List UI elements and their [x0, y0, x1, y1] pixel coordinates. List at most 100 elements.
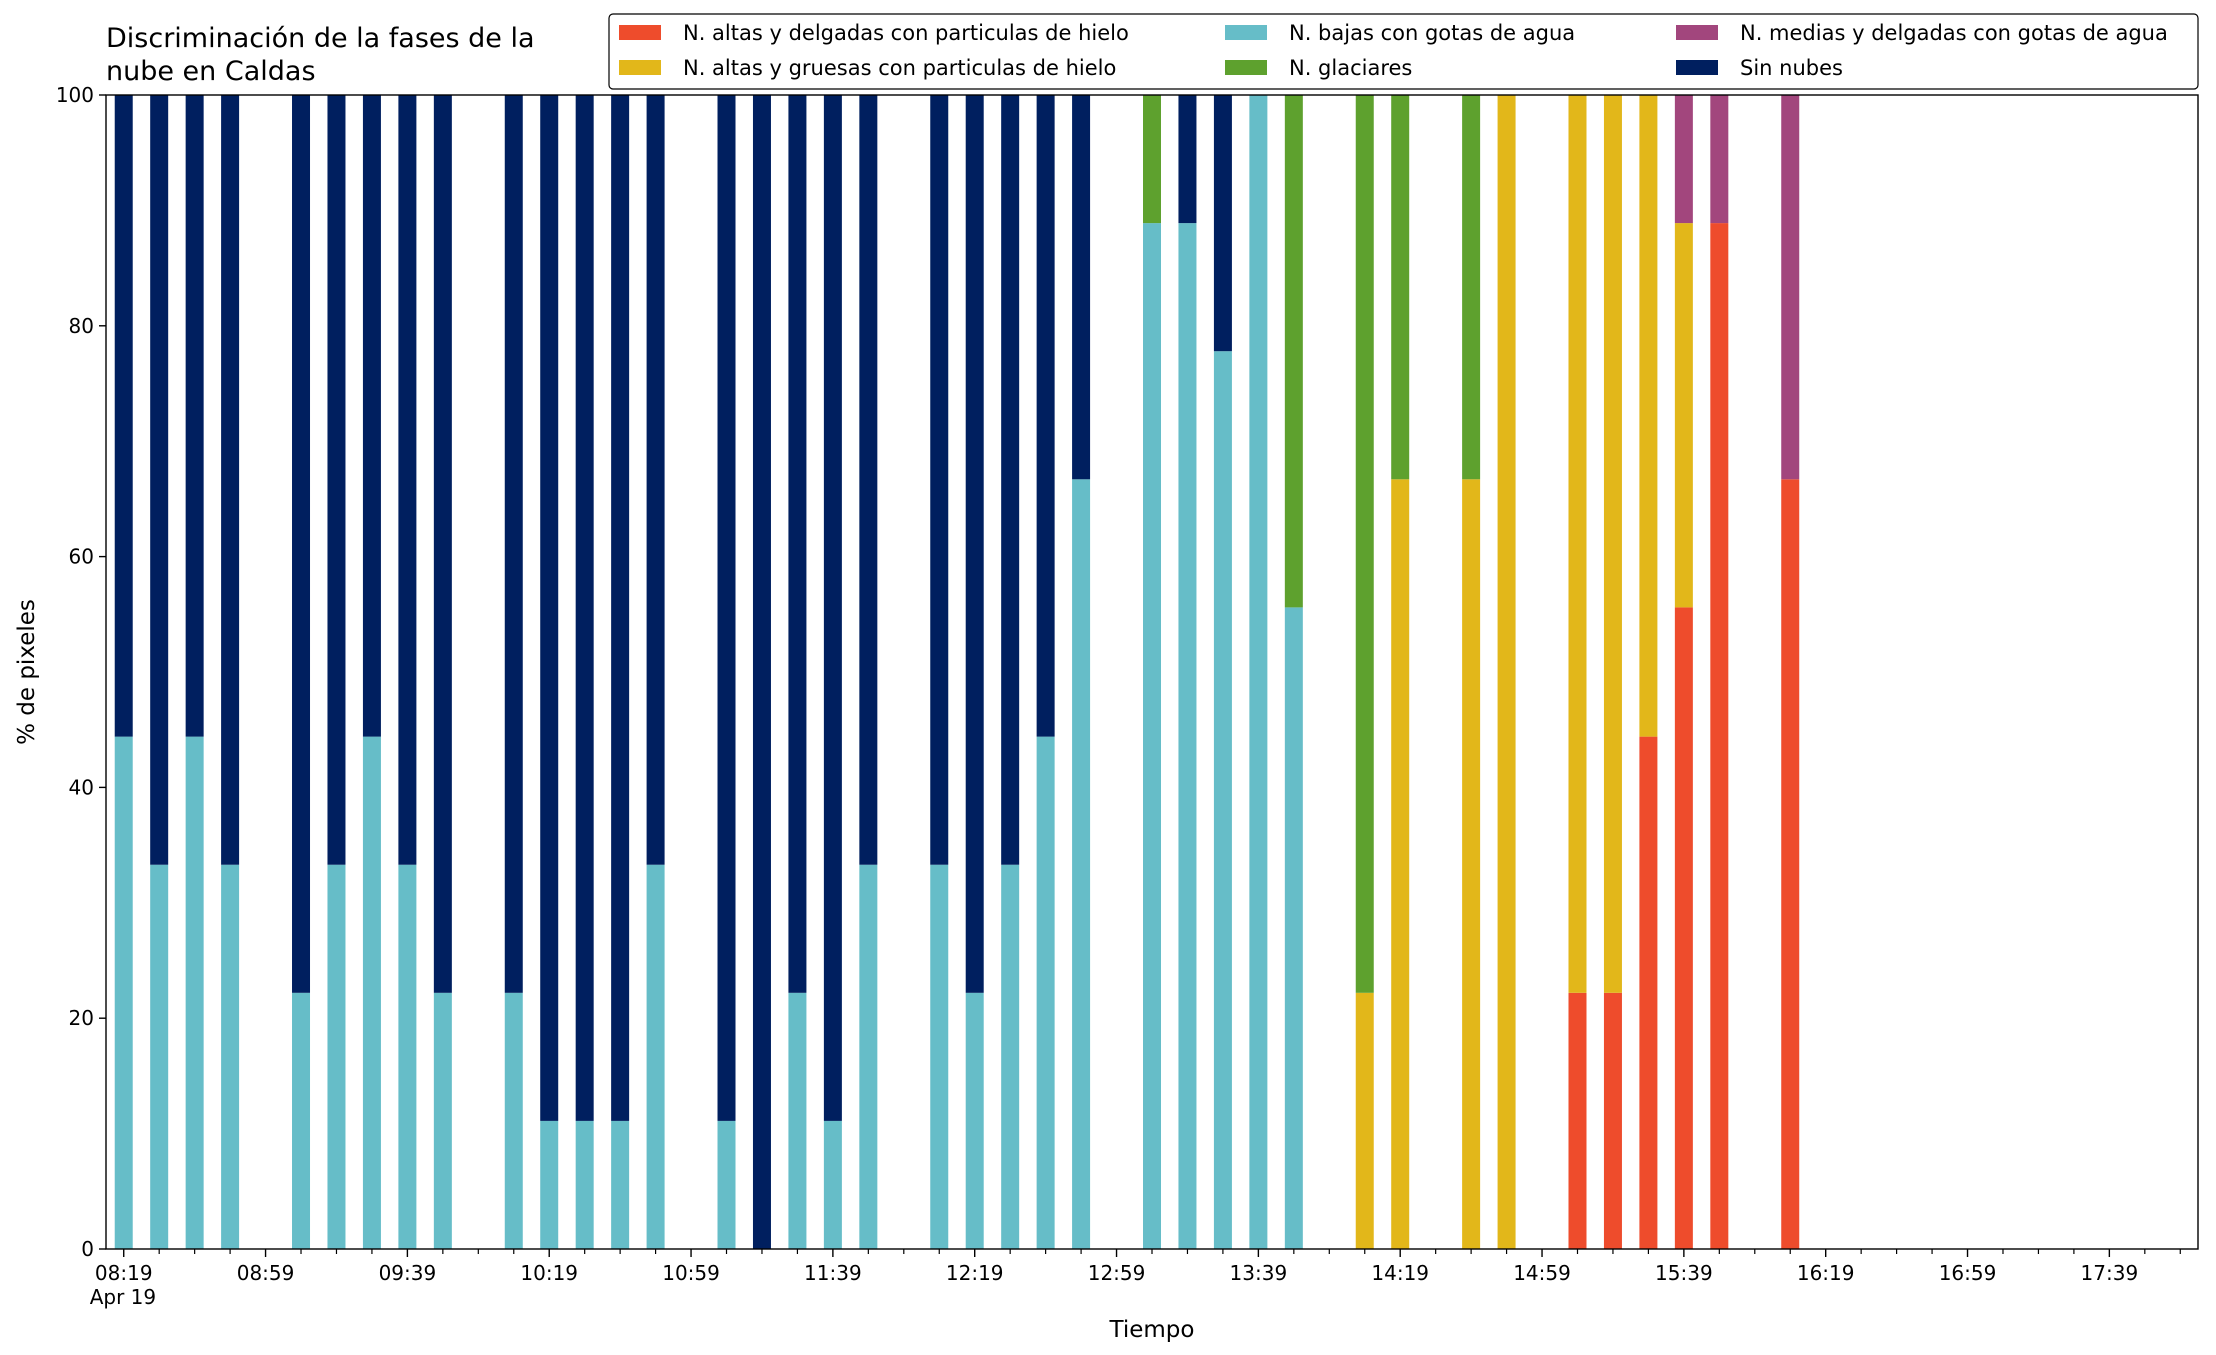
bar-segment — [433, 992, 452, 1249]
bar-segment — [930, 95, 949, 865]
bar-segment — [292, 95, 311, 993]
bar-segment — [646, 864, 665, 1249]
bar-segment — [1249, 95, 1268, 1249]
legend-swatch — [619, 25, 661, 40]
bar-segment — [752, 95, 771, 1249]
y-tick-label: 20 — [69, 1006, 94, 1030]
bar-segment — [575, 1120, 594, 1249]
x-tick-label: 16:19 — [1797, 1261, 1855, 1285]
bar-segment — [1072, 479, 1091, 1250]
x-tick-label: 16:59 — [1939, 1261, 1997, 1285]
bar-segment — [1462, 95, 1481, 480]
x-tick-label: 13:39 — [1230, 1261, 1288, 1285]
legend-label: N. medias y delgadas con gotas de agua — [1740, 21, 2168, 45]
bar-segment — [398, 864, 417, 1249]
legend-box — [608, 13, 2199, 90]
bar-segment — [611, 1120, 630, 1249]
bar-segment — [292, 992, 311, 1249]
bar-segment — [859, 864, 878, 1249]
y-tick-label: 100 — [56, 83, 94, 107]
bar-segment — [823, 95, 842, 1121]
bar-segment — [1072, 95, 1091, 480]
bar-segment — [221, 864, 240, 1249]
y-tick-label: 60 — [69, 545, 94, 569]
bar-segment — [1178, 223, 1197, 1249]
bar-segment — [114, 95, 133, 737]
bar-segment — [1462, 479, 1481, 1250]
bar-segment — [1639, 95, 1658, 737]
bar-segment — [433, 95, 452, 993]
y-axis-label: % de pixeles — [14, 599, 40, 745]
bar-segment — [788, 95, 807, 993]
bar-segment — [1143, 223, 1161, 1249]
bar-segment — [185, 95, 204, 737]
bar-segment — [1674, 223, 1693, 608]
bar-segment — [504, 992, 523, 1249]
bar-segment — [1143, 95, 1161, 224]
legend-swatch — [1225, 60, 1267, 75]
x-tick-label: 14:19 — [1371, 1261, 1429, 1285]
x-tick-label: 08:19 — [95, 1261, 153, 1285]
bar-segment — [540, 95, 559, 1121]
legend-label: N. glaciares — [1289, 56, 1412, 80]
bar-segment — [362, 736, 381, 1249]
bar-segment — [1036, 95, 1055, 737]
x-tick-label: 10:59 — [662, 1261, 720, 1285]
y-tick-label: 0 — [81, 1237, 94, 1261]
bar-segment — [965, 95, 984, 993]
bar-segment — [1710, 223, 1729, 1249]
x-axis-label: Tiempo — [1109, 1317, 1195, 1343]
bar-segment — [1710, 95, 1729, 224]
bar-segment — [1781, 479, 1800, 1250]
bar-segment — [1603, 95, 1622, 993]
bar-segment — [1355, 992, 1374, 1249]
bar-segment — [1001, 95, 1020, 865]
chart-title: Discriminación de la fases de la nube en… — [106, 23, 535, 87]
bar-segment — [1497, 95, 1516, 1249]
bar-segment — [1568, 992, 1587, 1249]
legend-swatch — [1676, 60, 1718, 75]
bar-segment — [362, 95, 381, 737]
bar-segment — [717, 95, 736, 1121]
bar-segment — [114, 736, 133, 1249]
x-tick-label: 14:59 — [1513, 1261, 1571, 1285]
legend-label: N. altas y delgadas con particulas de hi… — [683, 21, 1129, 45]
bar-segment — [575, 95, 594, 1121]
bar-segment — [1178, 95, 1197, 224]
bar-segment — [823, 1120, 842, 1249]
bar-segment — [504, 95, 523, 993]
bar-segment — [1036, 736, 1055, 1249]
bar-segment — [1284, 607, 1303, 1249]
bar-segment — [1213, 351, 1232, 1249]
x-tick-label: 12:19 — [946, 1261, 1004, 1285]
bar-segment — [221, 95, 240, 865]
bar-segment — [398, 95, 417, 865]
bar-segment — [1603, 992, 1622, 1249]
bar-segment — [1001, 864, 1020, 1249]
bar-segment — [1391, 479, 1410, 1250]
legend-swatch — [1676, 25, 1718, 40]
plot-frame — [105, 94, 2199, 1250]
bar-segment — [1639, 736, 1658, 1249]
bar-segment — [1674, 95, 1693, 224]
bar-segment — [1391, 95, 1410, 480]
bar-segment — [965, 992, 984, 1249]
bar-segment — [1674, 607, 1693, 1249]
bar-segment — [1568, 95, 1587, 993]
legend-label: N. bajas con gotas de agua — [1289, 21, 1575, 45]
bar-segment — [327, 95, 346, 865]
legend-label: Sin nubes — [1740, 56, 1843, 80]
bar-segment — [1355, 95, 1374, 993]
x-tick-label: 15:39 — [1655, 1261, 1713, 1285]
bar-segment — [646, 95, 665, 865]
x-tick-label: 11:39 — [804, 1261, 862, 1285]
bar-segment — [1213, 95, 1232, 352]
legend-label: N. altas y gruesas con particulas de hie… — [683, 56, 1116, 80]
bar-segment — [1284, 95, 1303, 608]
bar-segment — [327, 864, 346, 1249]
bar-segment — [611, 95, 630, 1121]
bar-segment — [1781, 95, 1800, 480]
bar-segment — [717, 1120, 736, 1249]
